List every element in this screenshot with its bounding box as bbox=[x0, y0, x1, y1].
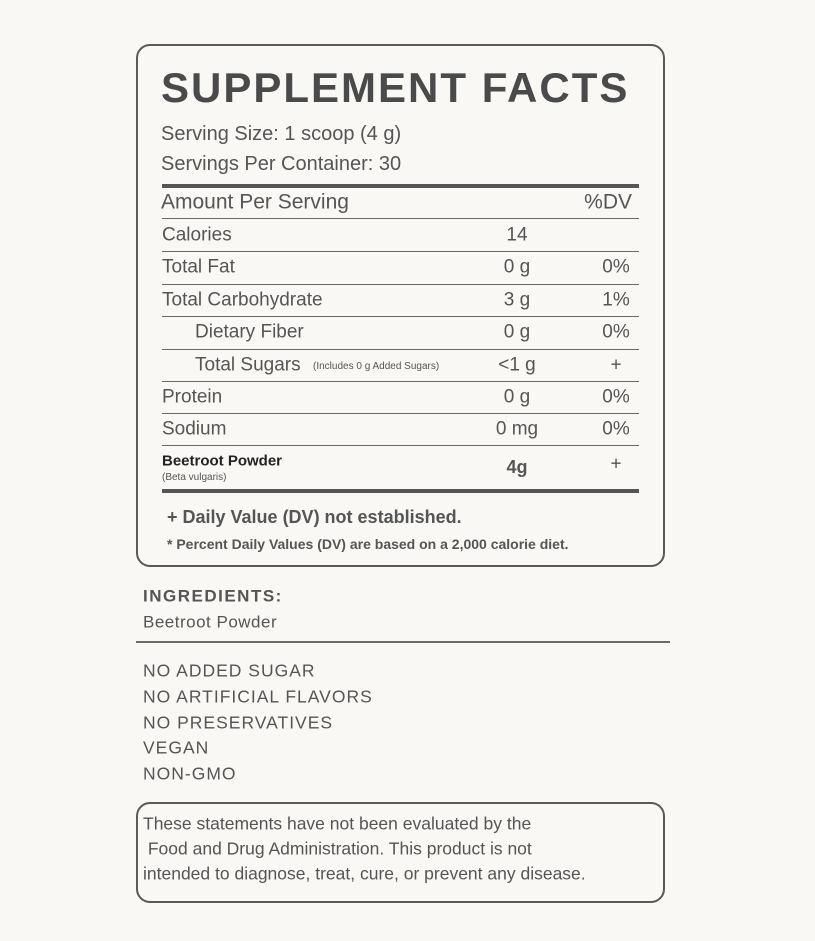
daily-value: + bbox=[610, 354, 622, 376]
daily-value: 0% bbox=[602, 386, 630, 408]
ingredients-heading: INGREDIENTS: bbox=[143, 586, 283, 606]
claim: NON-GMO bbox=[143, 763, 237, 784]
nutrient-note: (Includes 0 g Added Sugars) bbox=[313, 361, 440, 372]
amount: <1 g bbox=[498, 354, 536, 376]
facts-panel bbox=[136, 44, 665, 567]
disclaimer-line: intended to diagnose, treat, cure, or pr… bbox=[143, 863, 586, 884]
header-amount: Amount Per Serving bbox=[161, 190, 349, 214]
amount: 3 g bbox=[503, 289, 531, 311]
footnote: + Daily Value (DV) not established. bbox=[167, 507, 462, 527]
nutrient-name: Total Carbohydrate bbox=[162, 289, 323, 311]
claim: NO ADDED SUGAR bbox=[143, 660, 316, 681]
nutrient-name: Total Sugars bbox=[195, 354, 301, 376]
ingredients-text: Beetroot Powder bbox=[143, 612, 278, 632]
serving-size: Serving Size: 1 scoop (4 g) bbox=[161, 123, 402, 145]
nutrient-name: Total Fat bbox=[162, 256, 235, 278]
disclaimer-line: These statements have not been evaluated… bbox=[143, 813, 532, 834]
row-rule bbox=[162, 413, 639, 414]
servings-per-container: Servings Per Container: 30 bbox=[161, 153, 402, 175]
disclaimer-box bbox=[136, 802, 665, 903]
thick-rule bbox=[162, 489, 639, 493]
nutrient-name: Sodium bbox=[162, 418, 227, 440]
claim: NO ARTIFICIAL FLAVORS bbox=[143, 686, 373, 707]
footnote: * Percent Daily Values (DV) are based on… bbox=[167, 536, 569, 552]
amount: 4g bbox=[506, 457, 528, 477]
nutrient-name: Beetroot Powder bbox=[162, 452, 283, 470]
daily-value: 0% bbox=[602, 321, 630, 343]
claim: NO PRESERVATIVES bbox=[143, 711, 334, 732]
amount: 0 g bbox=[503, 321, 531, 343]
disclaimer-line: Food and Drug Administration. This produ… bbox=[143, 838, 532, 859]
nutrient-name: Dietary Fiber bbox=[195, 321, 304, 343]
row-rule bbox=[162, 218, 639, 219]
daily-value: + bbox=[610, 453, 622, 475]
thick-rule bbox=[162, 184, 639, 188]
row-rule bbox=[162, 316, 639, 317]
claim: VEGAN bbox=[143, 737, 210, 758]
amount: 0 g bbox=[503, 386, 531, 408]
facts-title: SUPPLEMENT FACTS bbox=[161, 64, 630, 111]
row-rule bbox=[162, 349, 639, 350]
nutrient-note: (Beta vulgaris) bbox=[162, 472, 227, 483]
row-rule bbox=[162, 284, 639, 285]
row-rule bbox=[162, 381, 639, 382]
nutrient-name: Calories bbox=[162, 224, 232, 246]
nutrient-name: Protein bbox=[162, 386, 223, 408]
header-dv: %DV bbox=[584, 190, 632, 214]
row-rule bbox=[162, 445, 639, 446]
row-rule bbox=[162, 251, 639, 252]
amount: 0 g bbox=[503, 256, 531, 278]
amount: 0 mg bbox=[495, 418, 539, 440]
daily-value: 0% bbox=[602, 418, 630, 440]
amount: 14 bbox=[506, 224, 528, 246]
daily-value: 1% bbox=[602, 289, 630, 311]
daily-value: 0% bbox=[602, 256, 630, 278]
section-rule bbox=[136, 641, 670, 643]
